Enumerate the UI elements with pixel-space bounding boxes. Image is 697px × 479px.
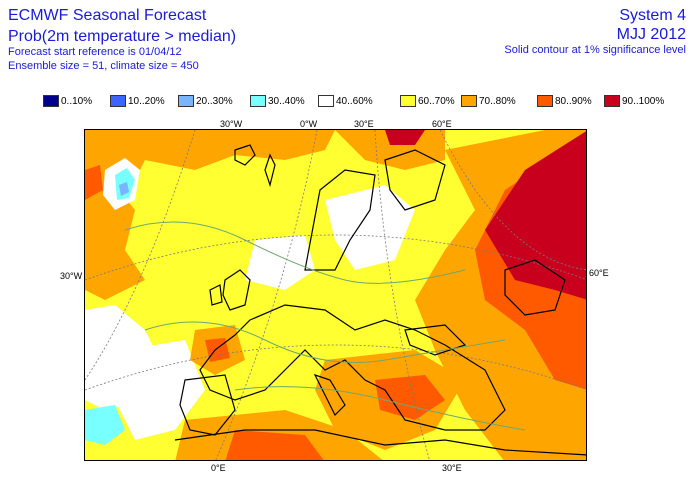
coast-north-africa [174, 429, 586, 456]
legend-item: 70..80% [461, 94, 516, 108]
map-right-label: 60°E [589, 268, 609, 278]
map-top-label: 0°W [300, 119, 318, 129]
field-north-darkred [385, 130, 425, 145]
coast-iceland [234, 144, 256, 166]
probability-fields [85, 130, 586, 460]
legend-label: 80..90% [555, 95, 592, 107]
coast-britain [222, 269, 251, 311]
map-bottom-label: 30°E [442, 463, 462, 473]
legend-item: 20..30% [178, 94, 233, 108]
legend-item: 30..40% [250, 94, 305, 108]
coast-kola [384, 149, 446, 211]
field-mediterranean-red [375, 375, 445, 420]
legend-swatch [537, 95, 553, 107]
legend-label: 90..100% [622, 95, 665, 107]
contour-a [124, 221, 466, 284]
legend-item: 10..20% [110, 94, 165, 108]
contour-b [144, 321, 506, 363]
field-east-darkred [485, 131, 586, 300]
legend-swatch [43, 95, 59, 107]
meridian-30w [85, 130, 196, 381]
map-top-label: 60°E [432, 119, 452, 129]
forecast-map [84, 129, 587, 461]
parallel-60n [85, 234, 586, 281]
coast-scandinavia [304, 169, 376, 271]
coast-svalbard [264, 153, 276, 188]
map-left-label: 30°W [60, 271, 83, 281]
field-greenland-blue [119, 182, 129, 196]
legend-swatch [250, 95, 266, 107]
coast-italy [313, 373, 346, 417]
legend-swatch [110, 95, 126, 107]
forecast-start-reference: Forecast start reference is 01/04/12 [8, 46, 182, 58]
ensemble-size-text: Ensemble size = 51, climate size = 450 [8, 60, 199, 72]
legend-label: 0..10% [61, 95, 93, 107]
map-canvas [85, 130, 586, 460]
legend-item: 80..90% [537, 94, 592, 108]
meridian-30e [374, 130, 430, 460]
period-label: MJJ 2012 [616, 26, 686, 43]
legend-label: 40..60% [336, 95, 373, 107]
contour-note: Solid contour at 1% significance level [504, 44, 686, 56]
legend-item: 60..70% [400, 94, 455, 108]
coast-black-sea [404, 324, 467, 356]
meridian-0 [215, 130, 318, 460]
field-iberia-white [115, 340, 205, 440]
legend-swatch [178, 95, 194, 107]
parallel-40n [85, 344, 586, 391]
meridian-60e [439, 130, 586, 271]
legend-label: 30..40% [268, 95, 305, 107]
forecast-title: ECMWF Seasonal Forecast [8, 7, 207, 24]
legend-item: 40..60% [318, 94, 373, 108]
map-top-label: 30°W [220, 119, 243, 129]
contour-c [234, 386, 526, 431]
coastlines [174, 144, 586, 456]
legend-label: 60..70% [418, 95, 455, 107]
legend-label: 70..80% [479, 95, 516, 107]
color-legend: 0..10% 10..20% 20..30% 30..40% 40..60% 60..70… [43, 94, 664, 108]
legend-item: 90..100% [604, 94, 664, 108]
legend-swatch [604, 95, 620, 107]
legend-item: 0..10% [43, 94, 92, 108]
field-scandinavia-white [325, 185, 415, 270]
coast-europe [199, 304, 506, 431]
field-atlantic-west [85, 185, 145, 300]
coast-ireland [209, 284, 223, 306]
graticule [85, 130, 586, 460]
legend-swatch [318, 95, 334, 107]
coast-iberia [179, 374, 236, 436]
legend-label: 10..20% [128, 95, 165, 107]
map-bottom-label: 0°E [211, 463, 226, 473]
field-atlantic-red [85, 165, 103, 200]
field-africa-red [225, 430, 324, 460]
significance-contours [124, 221, 526, 431]
legend-swatch [400, 95, 416, 107]
map-top-label: 30°E [354, 119, 374, 129]
forecast-subtitle: Prob(2m temperature > median) [8, 28, 237, 45]
coast-caspian [504, 259, 566, 316]
field-atlantic-north [85, 130, 335, 210]
system-label: System 4 [619, 7, 686, 24]
legend-swatch [461, 95, 477, 107]
field-atlantic-cyan [85, 405, 125, 445]
legend-label: 20..30% [196, 95, 233, 107]
